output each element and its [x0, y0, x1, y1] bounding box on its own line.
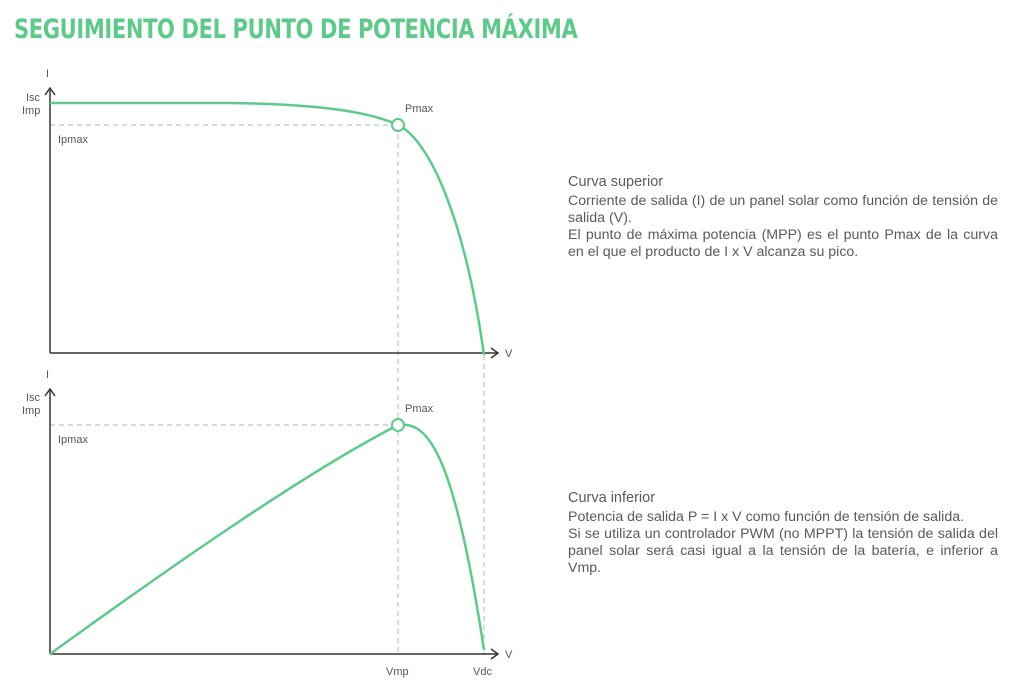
vmp-label: Vmp [386, 666, 409, 678]
top-curve-text-2: El punto de máxima potencia (MPP) es el … [568, 227, 998, 260]
bottom-pmax-point [391, 418, 405, 432]
top-curve-heading: Curva superior [568, 174, 664, 190]
bottom-pmax-label: Pmax [405, 403, 434, 415]
bottom-x-arrow [490, 648, 500, 660]
bottom-y-axis-label: I [46, 369, 49, 381]
top-iv-chart: I Isc Imp Ipmax Pmax V [22, 68, 513, 655]
top-curve-text-1: Corriente de salida (I) de un panel sola… [568, 193, 998, 226]
top-pmax-label: Pmax [405, 103, 434, 115]
top-ipmax-label: Ipmax [58, 134, 88, 146]
bottom-imp-label: Imp [22, 405, 40, 417]
bottom-curve-text-2: Si se utiliza un controlador PWM (no MPP… [568, 526, 998, 576]
bottom-x-axis-label: V [505, 649, 513, 661]
top-pmax-point [391, 118, 405, 132]
bottom-curve-description: Curva inferior Potencia de salida P = I … [568, 490, 998, 577]
bottom-curve-text-1: Potencia de salida P = I x V como funció… [568, 509, 965, 525]
bottom-pv-chart: I Isc Imp Ipmax Pmax V Vmp Vdc [22, 369, 513, 678]
top-y-axis-label: I [46, 68, 49, 80]
page-title: SEGUIMIENTO DEL PUNTO DE POTENCIA MÁXIMA [14, 14, 578, 45]
top-isc-label: Isc [26, 92, 41, 104]
top-y-arrow [44, 86, 56, 96]
top-curve-description: Curva superior Corriente de salida (I) d… [568, 174, 998, 261]
top-imp-label: Imp [22, 105, 40, 117]
top-iv-curve [50, 101, 486, 356]
bottom-pv-curve [49, 423, 486, 656]
bottom-curve-heading: Curva inferior [568, 490, 656, 506]
bottom-isc-label: Isc [26, 392, 41, 404]
top-x-axis-label: V [505, 348, 513, 360]
bottom-y-arrow [44, 387, 56, 397]
top-x-arrow [490, 347, 500, 359]
bottom-ipmax-label: Ipmax [58, 434, 88, 446]
vdc-label: Vdc [473, 666, 492, 678]
